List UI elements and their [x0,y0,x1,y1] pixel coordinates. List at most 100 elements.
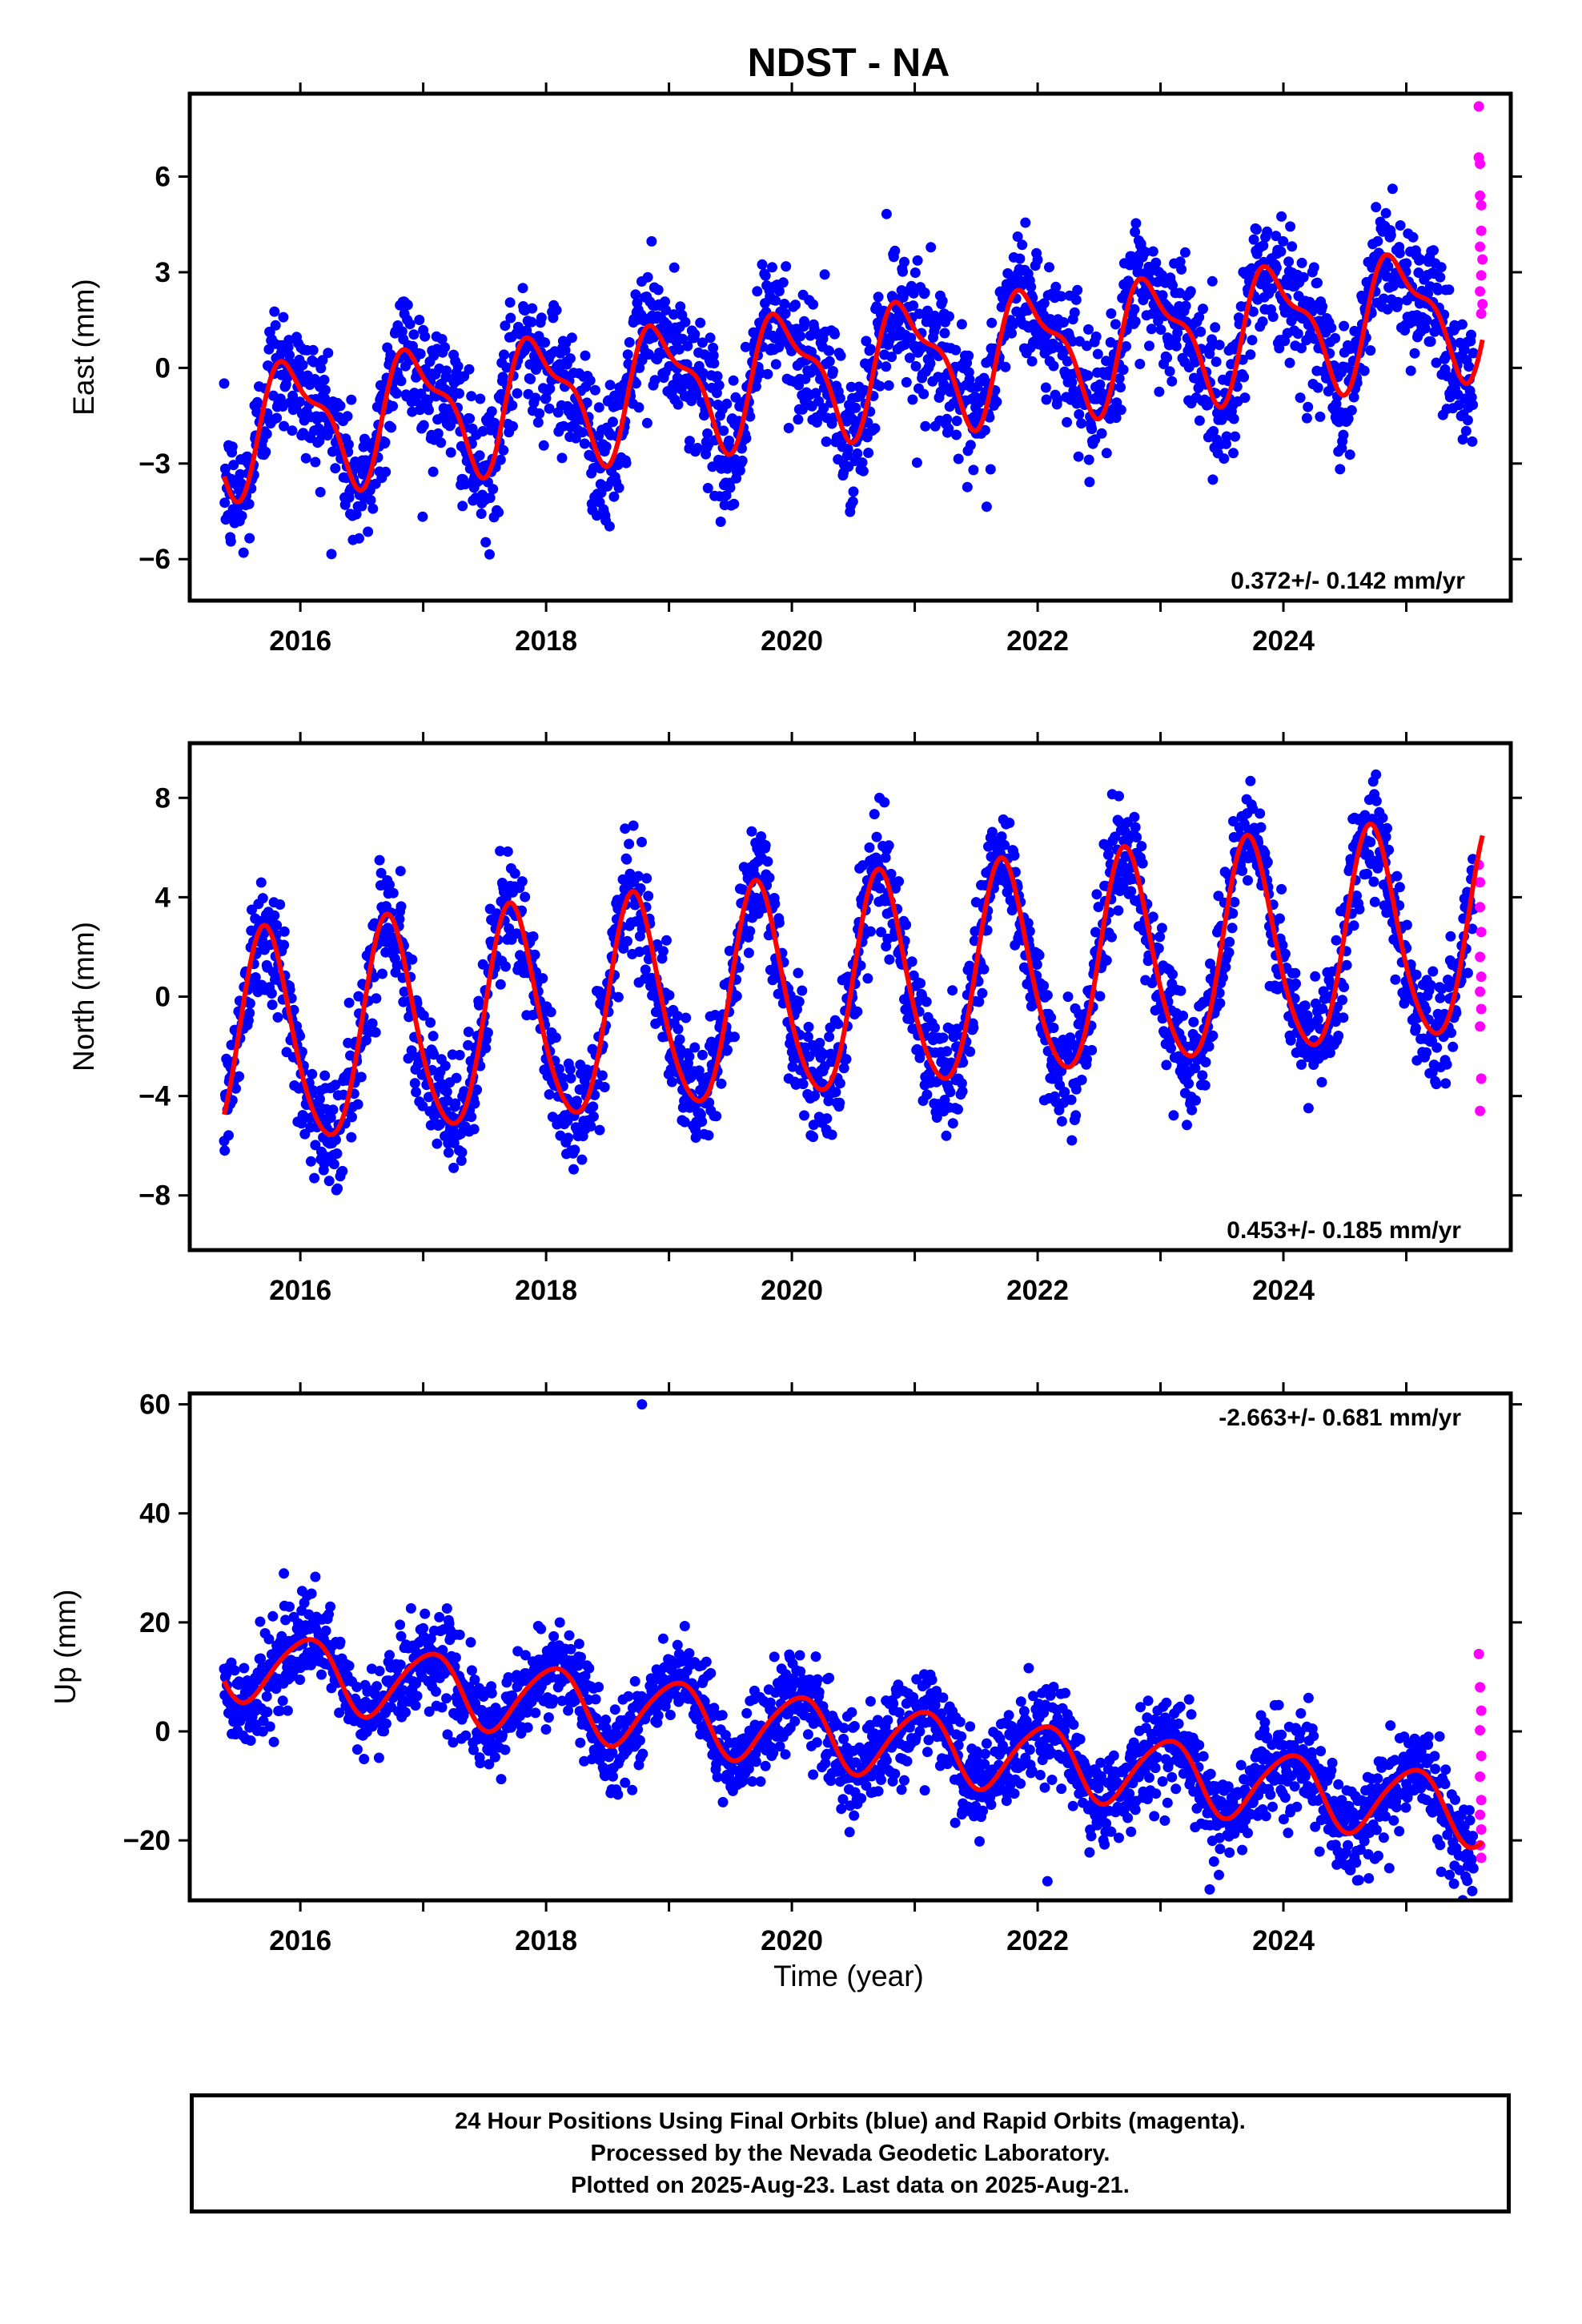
data-point [1214,340,1225,351]
data-point [1462,967,1473,979]
data-point [808,1120,819,1131]
data-point [829,328,840,340]
data-point [824,356,835,367]
data-point [883,840,894,851]
data-point [823,1096,834,1107]
data-point [1040,382,1051,393]
data-point [263,1634,275,1645]
data-point [295,396,306,408]
data-point [833,1019,844,1029]
data-point [847,496,858,507]
data-point [968,1022,979,1033]
data-point [1421,315,1432,326]
data-point [417,511,428,522]
data-point [563,1132,574,1144]
data-point [657,946,669,957]
data-point [1179,247,1191,258]
data-point [309,1172,320,1184]
data-point [697,1049,708,1060]
data-point [1343,413,1354,424]
data-point [641,873,652,884]
data-point [1214,987,1225,999]
data-point [1443,284,1455,296]
data-point [488,484,499,495]
data-point [865,344,876,355]
data-point [660,296,670,308]
data-point [417,1100,428,1112]
data-point-rapid [1476,971,1487,983]
data-point [1166,376,1178,387]
data-point [1431,357,1442,368]
data-point [1262,226,1273,237]
data-point [1086,424,1098,435]
points-rapid [1473,859,1487,1116]
data-point [942,413,953,424]
data-point [1190,1063,1201,1074]
data-point [516,876,528,887]
data-point [347,1112,357,1123]
data-point [441,1086,452,1097]
data-point [1062,991,1074,1003]
data-point [628,820,639,831]
data-point [1082,1054,1092,1065]
data-point [697,337,708,348]
data-point [1207,1030,1219,1041]
data-point [460,479,471,490]
data-point [375,867,387,879]
data-point [1041,394,1052,405]
data-point [1279,948,1291,959]
data-point [243,498,255,509]
data-point [1451,1007,1462,1019]
data-point [1295,392,1306,404]
data-point [1278,235,1289,247]
data-point [391,388,402,399]
data-point [526,316,537,328]
data-point [1457,434,1468,445]
data-point [391,960,403,971]
data-point [1195,326,1207,337]
data-point [1022,918,1034,929]
data-point-rapid [1476,270,1487,281]
data-point [1213,891,1224,902]
data-point [793,414,804,425]
data-point [819,269,830,280]
data-point [363,526,374,537]
data-point [1121,341,1131,352]
data-point [889,245,901,256]
data-point [353,991,364,1002]
y-tick-label: −3 [139,448,171,480]
data-point [1129,304,1140,315]
data-point [356,501,367,512]
data-point [1395,220,1406,231]
data-point [310,1140,321,1151]
data-point [1170,340,1182,352]
data-point-rapid [1475,951,1486,963]
data-point [234,1676,245,1687]
data-point [1092,348,1103,360]
data-point [702,428,713,439]
data-point [808,1132,819,1143]
data-point [1276,883,1287,895]
data-point [675,301,686,312]
data-point-rapid [1476,927,1487,938]
data-point [1287,241,1298,252]
data-point [1326,322,1337,333]
data-point [420,331,431,342]
data-point [428,1031,439,1042]
data-point [1031,959,1042,970]
data-point [852,448,863,459]
data-point [1245,349,1256,360]
rate-annotation: 0.372+/- 0.142 mm/yr [1231,568,1465,594]
data-point [1070,1110,1082,1121]
data-point [466,1112,477,1123]
rate-annotation: 0.453+/- 0.185 mm/yr [1227,1217,1461,1244]
data-point [963,350,974,361]
data-point [374,854,385,866]
data-point [1131,832,1142,842]
data-point [1186,1104,1198,1116]
data-point [495,979,506,990]
data-point [1004,818,1015,828]
y-tick-label: 0 [155,982,171,1013]
data-point [981,501,992,513]
data-point [737,455,748,466]
